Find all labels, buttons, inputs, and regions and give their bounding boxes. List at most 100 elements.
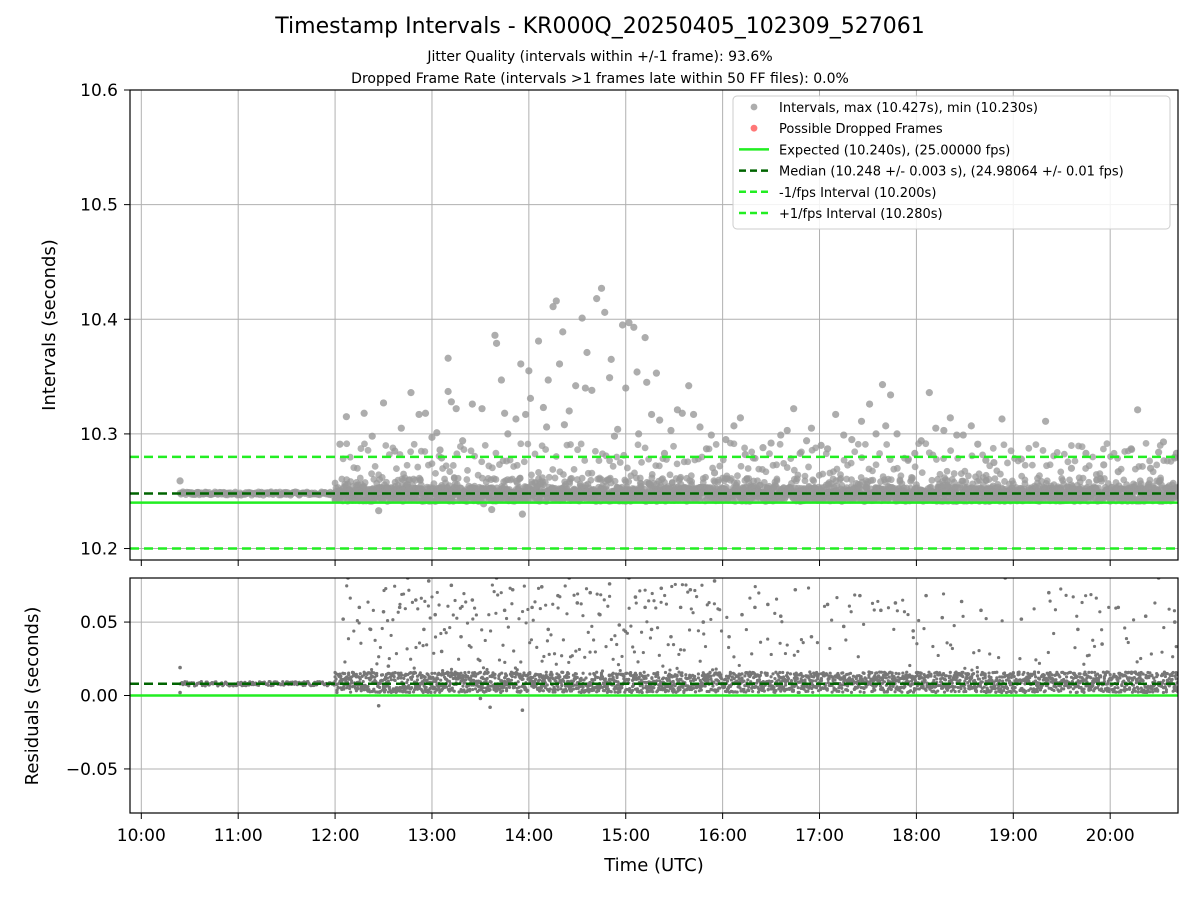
residual-point [334,677,338,681]
residual-point [399,676,403,680]
residual-point [512,685,516,689]
interval-point [605,374,614,382]
residual-point [521,677,525,681]
interval-point [541,478,549,486]
residual-point [685,688,689,692]
interval-point [478,405,486,413]
interval-point [570,465,578,473]
residual-point [581,685,585,689]
residual-point [396,676,400,680]
interval-point [1000,441,1008,449]
residual-point [795,677,799,681]
residual-point [627,677,631,682]
residual-point [550,673,554,677]
residual-point [389,678,393,682]
residual-point [510,674,514,679]
residual-point [714,671,718,675]
residual-point [663,670,668,675]
residual-point [393,670,397,675]
y-tick-label: 10.3 [80,425,118,445]
interval-point [1137,480,1145,488]
residual-point [461,674,465,678]
residual-point [781,670,785,675]
interval-point [947,447,955,455]
interval-point [648,470,656,478]
residual-point [518,672,522,676]
residual-point [488,688,492,692]
interval-point [857,417,866,425]
interval-point [794,471,802,479]
interval-point [823,445,832,453]
residual-point [342,687,346,691]
residual-point [597,686,602,690]
interval-point [454,474,462,482]
interval-point [633,368,641,376]
interval-point [587,476,595,484]
interval-point [428,433,436,441]
residual-point [673,684,677,688]
residual-point [430,671,434,675]
interval-point [1146,476,1154,484]
interval-point [414,463,422,471]
residual-point [504,689,509,693]
interval-point [989,444,997,452]
interval-point [549,466,557,473]
interval-point [415,410,423,419]
interval-point [517,440,525,448]
interval-point [893,430,901,438]
interval-point [730,422,738,430]
residual-point [642,670,646,674]
residual-point [448,681,452,686]
residuals-plot-area [130,578,1178,712]
residual-point [740,672,744,676]
residual-point [336,686,340,690]
interval-point [1004,459,1011,467]
interval-point [965,472,972,480]
interval-point [574,446,582,454]
residual-point [513,675,517,679]
interval-point [520,458,528,466]
residual-point [413,671,418,675]
interval-point [876,450,883,457]
interval-point [883,441,891,448]
interval-point [468,400,476,408]
residual-point [782,685,786,689]
residual-point [825,688,829,692]
interval-point [766,450,773,458]
residual-point [800,679,804,683]
residual-point [429,690,433,694]
residual-point [742,687,746,692]
interval-point [1172,449,1178,457]
interval-point [1174,491,1178,499]
residual-point [828,671,832,675]
residual-point [720,677,724,681]
residual-point [266,683,270,687]
x-tick-label: 18:00 [892,826,941,846]
interval-point [382,442,390,449]
residual-point [689,675,693,680]
residual-point [684,673,688,677]
interval-point [861,440,869,448]
residual-point [504,673,509,678]
residual-point [565,689,569,693]
interval-point [1100,461,1108,469]
interval-point [1085,462,1093,470]
interval-point [581,457,589,464]
interval-point [882,422,890,430]
residual-point [386,679,390,684]
residual-point [650,676,654,680]
interval-point [453,450,461,458]
residual-point [471,687,475,692]
residual-point [560,684,564,688]
interval-point [1018,472,1026,480]
residual-point [603,677,607,681]
residual-point [468,689,472,693]
residual-point [401,690,405,694]
interval-point [623,464,631,472]
residual-point [656,670,660,675]
residual-point [366,685,370,689]
interval-point [1146,464,1155,472]
interval-point [1039,447,1047,454]
interval-point [737,462,745,470]
